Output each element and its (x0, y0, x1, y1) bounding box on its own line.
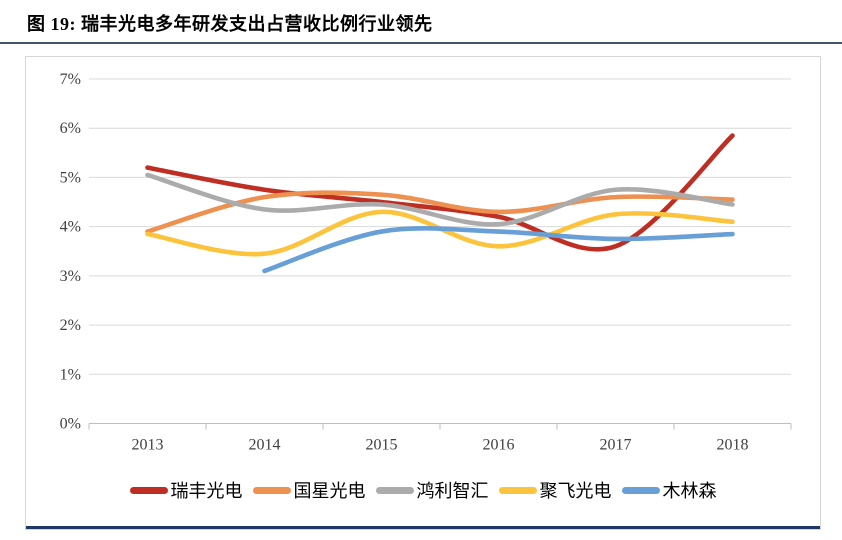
title-divider-line (0, 42, 842, 44)
legend-label: 瑞丰光电 (170, 481, 243, 501)
legend-swatch (498, 486, 537, 494)
y-axis-label: 3% (60, 268, 81, 285)
x-axis-label: 2016 (483, 437, 515, 454)
legend-item-0: 瑞丰光电 (129, 477, 243, 503)
y-axis-label: 6% (60, 120, 81, 137)
figure-title: 图 19: 瑞丰光电多年研发支出占营收比例行业领先 (27, 14, 433, 34)
chart-legend: 瑞丰光电 国星光电 鸿利智汇 聚飞光电 木林森 (26, 477, 820, 503)
x-axis-label: 2017 (600, 437, 632, 454)
legend-label: 木林森 (662, 481, 717, 501)
x-axis-label: 2015 (366, 437, 398, 454)
line-chart: 0% 1% 2% 3% 4% 5% 6% 7% 2013 2014 2015 2016 2017 2018 (60, 71, 792, 454)
legend-item-2: 鸿利智汇 (375, 477, 489, 503)
y-axis-label: 7% (60, 71, 81, 88)
series-line-4 (262, 226, 735, 274)
y-axis-label: 2% (60, 317, 81, 334)
series-line-0 (145, 133, 735, 252)
legend-label: 聚飞光电 (539, 481, 612, 501)
bottom-divider-line (26, 526, 820, 529)
legend-item-4: 木林森 (621, 477, 717, 503)
legend-item-3: 聚飞光电 (498, 477, 612, 503)
legend-swatch (621, 486, 660, 494)
series-line-2 (145, 172, 735, 227)
legend-swatch (252, 486, 291, 494)
legend-label: 国星光电 (293, 481, 366, 501)
legend-label: 鸿利智汇 (416, 481, 489, 501)
y-axis-label: 0% (60, 416, 81, 433)
y-axis-label: 4% (60, 219, 81, 236)
series-line-1 (145, 190, 735, 234)
y-axis-label: 5% (60, 169, 81, 186)
legend-swatch (129, 486, 168, 494)
chart-container: 0% 1% 2% 3% 4% 5% 6% 7% 2013 2014 2015 2016 2017 2018… (25, 56, 821, 530)
x-axis-label: 2014 (249, 437, 281, 454)
legend-swatch (375, 486, 414, 494)
x-axis-label: 2018 (717, 437, 749, 454)
x-axis-label: 2013 (132, 437, 164, 454)
legend-item-1: 国星光电 (252, 477, 366, 503)
y-axis-label: 1% (60, 366, 81, 383)
